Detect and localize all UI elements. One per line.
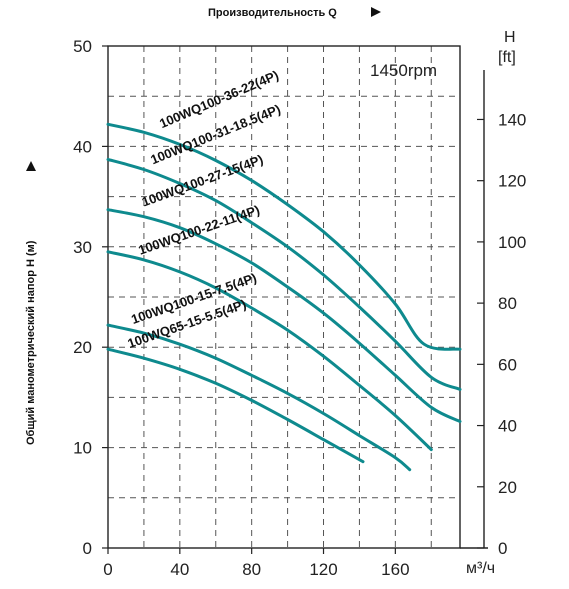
x-tick-label: 40 [170, 560, 189, 579]
series-curve [106, 122, 462, 351]
y2-tick-label: 0 [498, 539, 507, 558]
tick-labels: 0 40 80 120 160 0 10 20 30 40 50 0 20 40 60 80 100 120 140 [73, 37, 526, 579]
y-tick-label: 50 [73, 37, 92, 56]
right-arrow-icon [371, 7, 381, 17]
y-tick-label: 20 [73, 338, 92, 357]
series-curve [106, 250, 433, 452]
x-axis-unit: м³/ч [466, 560, 495, 577]
y-tick-label: 0 [83, 539, 92, 558]
rpm-annotation: 1450rpm [370, 61, 437, 80]
y2-tick-label: 20 [498, 478, 517, 497]
series-curve [106, 347, 365, 464]
x-tick-label: 160 [381, 560, 409, 579]
y2-tick-label: 140 [498, 110, 526, 129]
x-tick-label: 80 [242, 560, 261, 579]
y-axis-title: Общий манометрический напор H (м) [25, 240, 37, 445]
y-tick-label: 30 [73, 238, 92, 257]
y2-tick-label: 40 [498, 417, 517, 436]
chart-title: Производительность Q [208, 7, 337, 19]
x-tick-label: 0 [103, 560, 112, 579]
series-labels: 100WQ100-36-22(4P)100WQ100-31-18.5(4P)10… [126, 67, 283, 351]
series-label: 100WQ100-22-11(4P) [136, 202, 261, 258]
plot-frame [107, 45, 461, 549]
grid [108, 46, 460, 548]
x-tick-label: 120 [309, 560, 337, 579]
y2-tick-label: 120 [498, 172, 526, 191]
right-axis-unit: [ft] [498, 49, 516, 66]
y-tick-label: 10 [73, 439, 92, 458]
up-arrow-icon [26, 161, 36, 171]
y2-tick-label: 60 [498, 355, 517, 374]
axes [102, 45, 488, 554]
y2-tick-label: 100 [498, 233, 526, 252]
series-curve [106, 158, 462, 391]
series-curve [106, 323, 412, 472]
series-curve [106, 208, 462, 423]
series-curves [106, 122, 462, 472]
right-axis-title: H [504, 29, 516, 46]
y-tick-label: 40 [73, 137, 92, 156]
y2-tick-label: 80 [498, 294, 517, 313]
